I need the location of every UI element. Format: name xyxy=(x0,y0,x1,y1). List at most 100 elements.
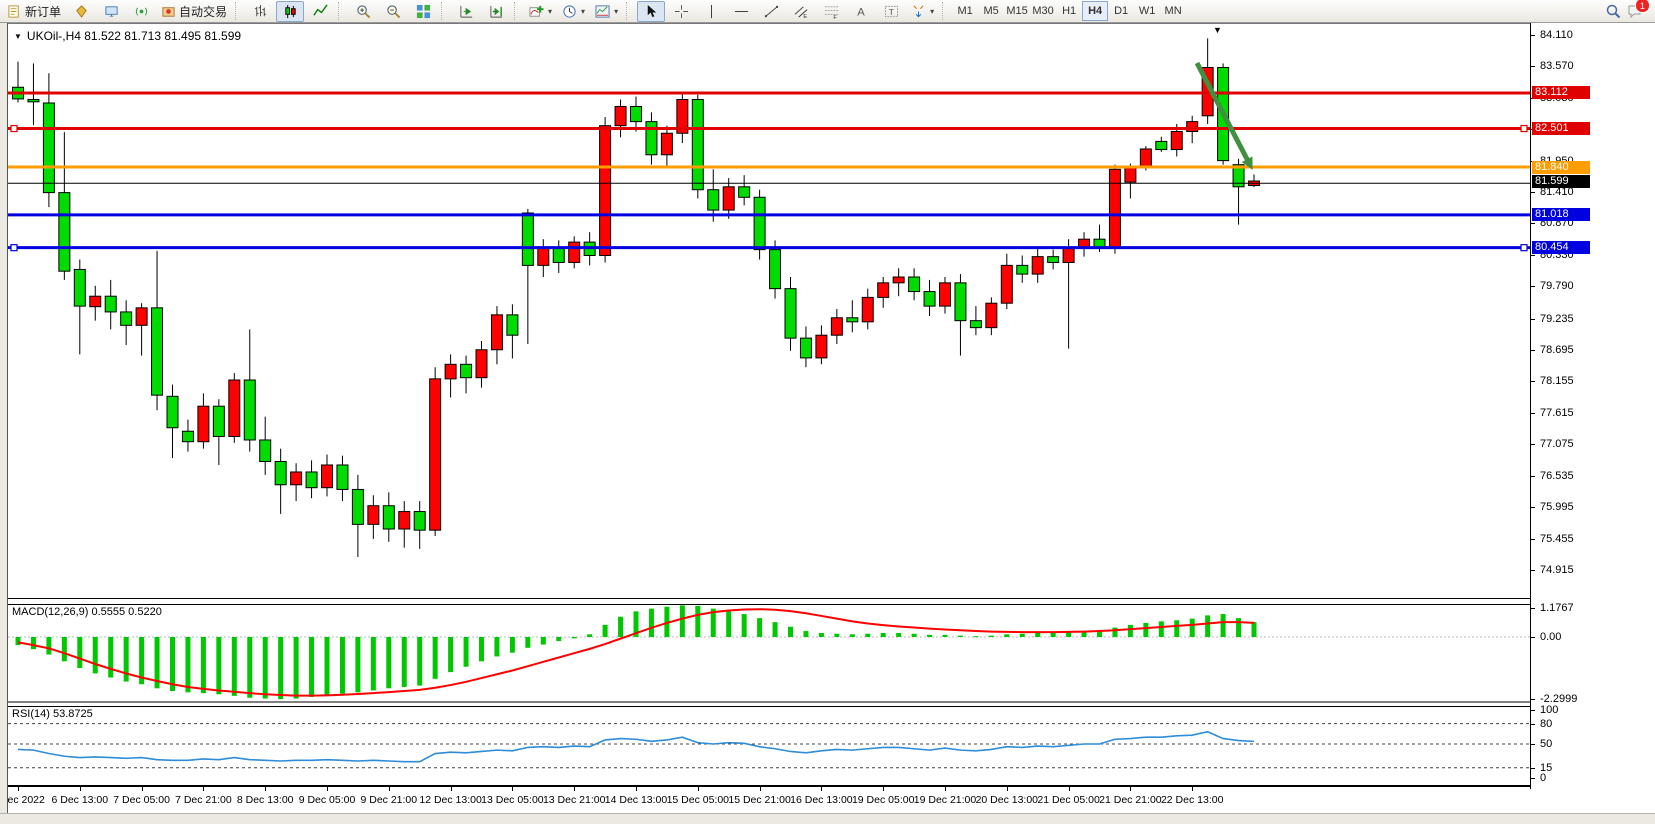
svg-text:E: E xyxy=(803,14,807,19)
time-label: 21 Dec 05:00 xyxy=(1037,794,1100,806)
tf-m5[interactable]: M5 xyxy=(978,1,1004,21)
candlestick-button[interactable] xyxy=(276,0,305,22)
vertical-line-button[interactable] xyxy=(697,1,725,22)
tf-m30[interactable]: M30 xyxy=(1030,1,1056,21)
price-badge-82.501: 82.501 xyxy=(1532,122,1590,136)
collapse-icon[interactable]: ▼ xyxy=(14,31,22,41)
button-label: W1 xyxy=(1138,5,1156,17)
chart-title: ▼ UKOil-,H4 81.522 81.713 81.495 81.599 xyxy=(14,29,241,43)
dropdown-arrow-icon: ▾ xyxy=(930,6,935,16)
price-tick-label: 74.915 xyxy=(1540,564,1574,577)
price-tick-label: 76.535 xyxy=(1540,469,1574,482)
text-a-icon: A xyxy=(854,4,869,19)
axis-tick xyxy=(1531,570,1535,572)
svg-text:F: F xyxy=(833,15,837,19)
time-tick xyxy=(636,787,637,791)
line-handle xyxy=(1520,244,1528,252)
tf-d1[interactable]: D1 xyxy=(1108,1,1134,21)
signal-icon xyxy=(134,4,149,19)
tf-m15[interactable]: M15 xyxy=(1004,1,1030,21)
time-tick xyxy=(1192,787,1194,791)
bar-chart-button[interactable] xyxy=(246,1,274,22)
auto-scroll-button[interactable] xyxy=(452,1,480,22)
fibonacci-button[interactable]: F xyxy=(817,1,845,22)
time-label: 20 Dec 13:00 xyxy=(975,794,1039,806)
axis-tick xyxy=(1531,223,1535,225)
rsi-pane[interactable] xyxy=(8,706,1530,786)
time-tick xyxy=(821,787,823,791)
window-left-edge xyxy=(0,23,8,813)
line-handle xyxy=(10,244,18,252)
toolbar-separator xyxy=(626,2,633,20)
line-chart-icon xyxy=(312,4,328,19)
auto-trading-button[interactable]: 自动交易 xyxy=(157,1,231,22)
signal-button[interactable] xyxy=(127,1,155,22)
chat-icon[interactable]: 1 xyxy=(1627,0,1650,19)
tf-m1[interactable]: M1 xyxy=(952,1,978,21)
price-axis[interactable]: 84.11083.57083.03082.49081.95081.41080.8… xyxy=(1531,23,1655,789)
button-label: H4 xyxy=(1088,5,1103,17)
periods-button[interactable]: ▾ xyxy=(558,1,589,22)
axis-tick xyxy=(1531,254,1535,256)
tile-windows-button[interactable] xyxy=(409,1,437,22)
zoom-out-icon xyxy=(386,4,401,19)
time-tick xyxy=(203,787,205,791)
indicators-icon xyxy=(529,4,544,19)
rsi-50-label: 50 xyxy=(1540,738,1553,750)
zoom-out-button[interactable] xyxy=(379,1,407,22)
arrow-annotation[interactable] xyxy=(1194,61,1253,170)
axis-tick xyxy=(1531,637,1535,638)
axis-tick xyxy=(1531,767,1535,769)
time-axis[interactable]: 5 Dec 2022 6 Dec 13:00 7 Dec 05:00 7 Dec 21… xyxy=(0,786,1531,813)
tf-h1[interactable]: H1 xyxy=(1056,1,1082,21)
tf-h4[interactable]: H4 xyxy=(1082,1,1109,21)
toolbar-right: 1 xyxy=(1605,0,1653,19)
tf-w1[interactable]: W1 xyxy=(1134,1,1160,21)
button-label: 新订单 xyxy=(25,4,62,19)
tile-windows-icon xyxy=(416,4,431,19)
time-tick xyxy=(141,787,143,791)
arrows-button[interactable]: ▾ xyxy=(907,1,938,22)
cursor-button[interactable] xyxy=(637,0,666,22)
axis-tick xyxy=(1531,744,1535,745)
trendline-button[interactable] xyxy=(757,1,785,22)
new-order-button[interactable]: 新订单 xyxy=(3,1,65,22)
terminal-icon xyxy=(104,4,119,19)
horizontal-line-button[interactable] xyxy=(727,1,755,22)
bar-chart-icon xyxy=(253,4,268,19)
horizontal-line-icon xyxy=(734,4,749,19)
price-tick-label: 75.995 xyxy=(1540,501,1574,514)
chart-shift-marker[interactable]: ▼ xyxy=(1213,25,1222,35)
macd-zero-label: 0.00 xyxy=(1540,631,1562,643)
time-label: 15 Dec 21:00 xyxy=(728,794,791,806)
channel-button[interactable]: E xyxy=(787,1,815,22)
search-icon[interactable] xyxy=(1605,3,1621,19)
indicators-button[interactable]: ▾ xyxy=(525,1,556,22)
axis-tick xyxy=(1531,350,1535,352)
main-chart-pane[interactable] xyxy=(8,25,1530,599)
price-tick-label: 78.155 xyxy=(1540,375,1574,388)
button-label: 自动交易 xyxy=(179,4,228,19)
line-chart-button[interactable] xyxy=(306,1,334,22)
crosshair-button[interactable] xyxy=(667,1,695,22)
time-tick xyxy=(574,787,576,791)
rsi-100-label: 100 xyxy=(1540,704,1559,716)
price-badge-81.599: 81.599 xyxy=(1532,174,1590,188)
text-button[interactable]: A xyxy=(847,1,875,22)
templates-button[interactable]: ▾ xyxy=(591,1,622,22)
dropdown-arrow-icon: ▾ xyxy=(614,6,619,16)
gold-button[interactable] xyxy=(67,1,95,22)
zoom-in-button[interactable] xyxy=(349,1,377,22)
axis-tick xyxy=(1531,34,1535,36)
text-label-button[interactable]: T xyxy=(877,1,905,22)
terminal-button[interactable] xyxy=(97,1,125,22)
svg-text:T: T xyxy=(888,6,893,16)
level-lines-layer[interactable] xyxy=(8,91,1530,252)
chart-shift-button[interactable] xyxy=(482,1,510,22)
axis-tick xyxy=(1531,318,1535,320)
tf-mn[interactable]: MN xyxy=(1160,1,1186,21)
macd-pane[interactable] xyxy=(8,604,1530,703)
time-tick xyxy=(18,787,19,791)
chart-shift-icon xyxy=(489,4,504,19)
